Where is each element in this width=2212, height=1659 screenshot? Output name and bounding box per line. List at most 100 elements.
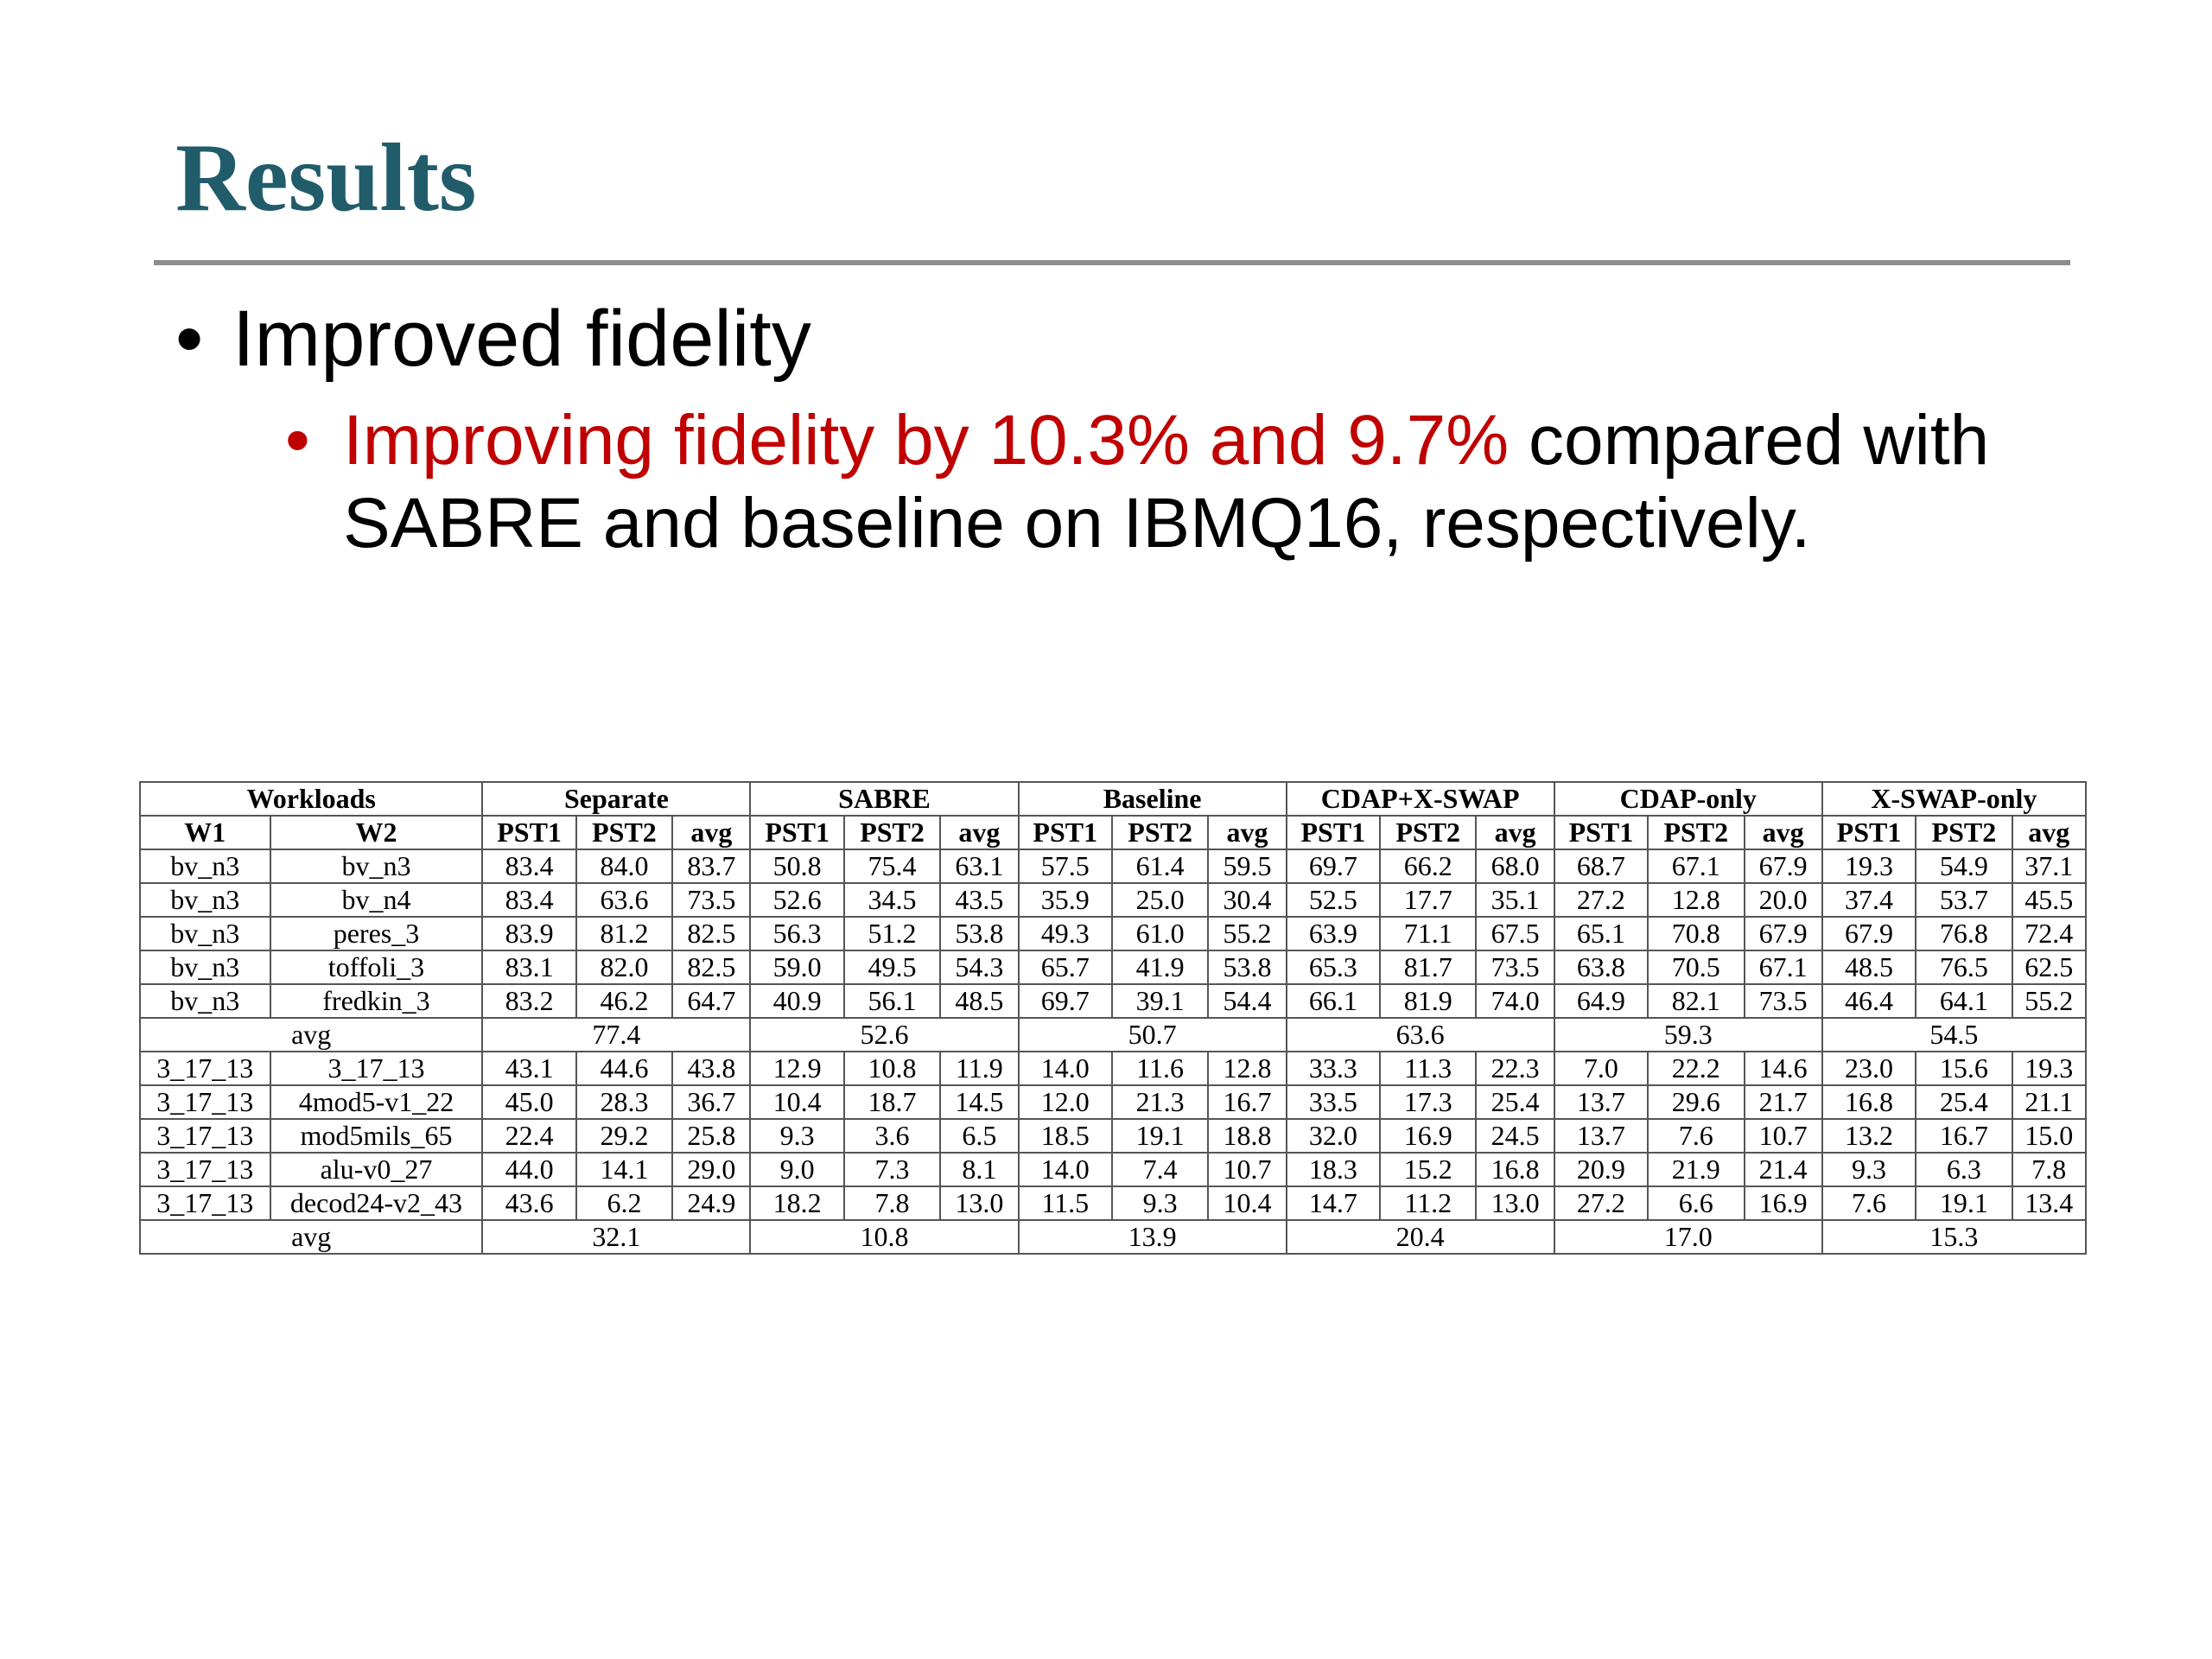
table-cell: 18.7 — [842, 1084, 942, 1120]
avg-value: 10.8 — [749, 1219, 1020, 1255]
avg-row: avg 77.4 52.6 50.7 63.6 59.3 54.5 — [138, 1017, 2088, 1052]
table-cell: 56.3 — [749, 916, 845, 951]
avg-value: 17.0 — [1553, 1219, 1823, 1255]
table-cell: 63.6 — [575, 882, 674, 918]
table-cell: 6.3 — [1915, 1152, 2013, 1187]
table-cell: 21.4 — [1743, 1152, 1823, 1187]
table-cell: 25.4 — [1915, 1084, 2013, 1120]
table-cell: fredkin_3 — [269, 983, 484, 1019]
table-cell: 16.7 — [1207, 1084, 1287, 1120]
table-cell: 11.2 — [1378, 1185, 1478, 1221]
table-cell: 37.4 — [1821, 882, 1917, 918]
column-header: PST2 — [575, 815, 674, 850]
table-cell: 16.9 — [1378, 1118, 1478, 1154]
table-cell: 18.8 — [1207, 1118, 1287, 1154]
table-cell: 66.1 — [1285, 983, 1382, 1019]
table-cell: 64.1 — [1915, 983, 2013, 1019]
table-cell: decod24-v2_43 — [269, 1185, 484, 1221]
table-cell: 83.7 — [671, 849, 752, 884]
table-cell: 9.3 — [1110, 1185, 1210, 1221]
table-cell: 20.9 — [1553, 1152, 1649, 1187]
table-cell: 28.3 — [575, 1084, 674, 1120]
column-header: PST1 — [1285, 815, 1382, 850]
table-cell: 25.0 — [1110, 882, 1210, 918]
table-cell: 12.0 — [1017, 1084, 1113, 1120]
table-cell: 49.5 — [842, 950, 942, 985]
table-cell: 33.5 — [1285, 1084, 1382, 1120]
column-header: PST1 — [749, 815, 845, 850]
table-cell: 69.7 — [1285, 849, 1382, 884]
avg-value: 59.3 — [1553, 1017, 1823, 1052]
table-cell: 34.5 — [842, 882, 942, 918]
table-cell: 67.9 — [1743, 916, 1823, 951]
table-cell: 6.6 — [1647, 1185, 1745, 1221]
avg-value: 50.7 — [1017, 1017, 1287, 1052]
group-header: SABRE — [749, 781, 1020, 817]
table-cell: 82.5 — [671, 916, 752, 951]
table-cell: 25.4 — [1475, 1084, 1555, 1120]
table-cell: 83.4 — [481, 882, 577, 918]
results-table-container: Workloads Separate SABRE Baseline CDAP+X-SWA… — [138, 781, 2088, 1255]
table-row: 3_17_13 alu-v0_27 44.0 14.1 29.0 9.0 7.3 8.1 14.… — [139, 1152, 2088, 1187]
table-cell: 71.1 — [1378, 916, 1478, 951]
table-cell: 73.5 — [1743, 983, 1823, 1019]
table-cell: 73.5 — [1475, 950, 1555, 985]
table-cell: 30.4 — [1207, 882, 1287, 918]
table-cell: 69.7 — [1017, 983, 1113, 1019]
column-header: avg — [1207, 815, 1287, 850]
table-cell: 18.5 — [1017, 1118, 1113, 1154]
avg-row: avg 32.1 10.8 13.9 20.4 17.0 15.3 — [138, 1219, 2088, 1255]
table-cell: 3_17_13 — [139, 1152, 271, 1187]
table-cell: 8.1 — [939, 1152, 1020, 1187]
column-header: PST1 — [1553, 815, 1649, 850]
table-cell: 3_17_13 — [139, 1084, 271, 1120]
table-cell: 9.0 — [749, 1152, 845, 1187]
table-cell: 52.5 — [1285, 882, 1382, 918]
table-cell: 53.8 — [1207, 950, 1287, 985]
table-cell: 43.1 — [481, 1051, 577, 1086]
table-cell: 22.4 — [481, 1118, 577, 1154]
table-cell: 44.0 — [481, 1152, 577, 1187]
table-cell: 53.7 — [1915, 882, 2013, 918]
table-cell: 14.0 — [1017, 1051, 1113, 1086]
table-cell: 70.8 — [1647, 916, 1745, 951]
column-header: avg — [1743, 815, 1823, 850]
table-cell: 46.2 — [575, 983, 674, 1019]
table-row: bv_n3 fredkin_3 83.2 46.2 64.7 40.9 56.1 48.5 69… — [139, 983, 2088, 1019]
table-cell: 21.7 — [1743, 1084, 1823, 1120]
table-cell: 11.3 — [1378, 1051, 1478, 1086]
column-header: W1 — [139, 815, 271, 850]
table-cell: 13.7 — [1553, 1084, 1649, 1120]
table-cell: 7.3 — [842, 1152, 942, 1187]
table-cell: 65.1 — [1553, 916, 1649, 951]
table-cell: 10.4 — [749, 1084, 845, 1120]
table-cell: 65.3 — [1285, 950, 1382, 985]
table-cell: 14.7 — [1285, 1185, 1382, 1221]
table-cell: 37.1 — [2011, 849, 2088, 884]
table-cell: 59.5 — [1207, 849, 1287, 884]
column-header: PST1 — [1017, 815, 1113, 850]
table-cell: 83.1 — [481, 950, 577, 985]
table-cell: 7.8 — [2011, 1152, 2088, 1187]
table-cell: 51.2 — [842, 916, 942, 951]
avg-value: 32.1 — [481, 1219, 752, 1255]
column-header: PST2 — [1110, 815, 1210, 850]
table-cell: 67.5 — [1475, 916, 1555, 951]
table-cell: 83.2 — [481, 983, 577, 1019]
table-cell: 6.2 — [575, 1185, 674, 1221]
group-header-row: Workloads Separate SABRE Baseline CDAP+X-SWA… — [138, 781, 2088, 817]
table-cell: 62.5 — [2011, 950, 2088, 985]
table-cell: 14.1 — [575, 1152, 674, 1187]
table-cell: 17.7 — [1378, 882, 1478, 918]
column-header: avg — [671, 815, 752, 850]
table-cell: bv_n3 — [139, 983, 271, 1019]
table-cell: 13.0 — [939, 1185, 1020, 1221]
table-cell: 57.5 — [1017, 849, 1113, 884]
table-cell: 14.0 — [1017, 1152, 1113, 1187]
table-cell: 67.1 — [1743, 950, 1823, 985]
bullet-l1-text: Improved fidelity — [232, 295, 811, 383]
table-cell: 35.9 — [1017, 882, 1113, 918]
table-cell: 67.9 — [1821, 916, 1917, 951]
table-cell: 16.9 — [1743, 1185, 1823, 1221]
